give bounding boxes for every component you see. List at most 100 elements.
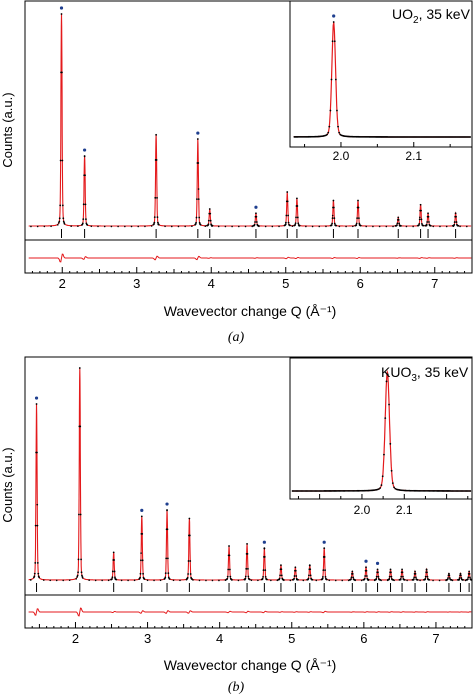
data-point: [426, 221, 429, 223]
inset-data-point: [450, 490, 453, 492]
data-point: [467, 576, 470, 579]
inset-data-point: [430, 490, 432, 492]
data-point: [159, 579, 162, 582]
data-point: [139, 572, 142, 575]
inset-data-point: [333, 40, 336, 43]
data-point: [62, 579, 65, 582]
inset-data-point: [309, 490, 312, 492]
data-point: [224, 579, 227, 582]
data-point: [36, 503, 39, 506]
data-point: [82, 218, 85, 221]
inset-data-point: [333, 490, 336, 492]
data-point: [464, 579, 467, 582]
inset-data-point: [338, 490, 341, 492]
data-point: [209, 219, 212, 222]
inset-data-point: [367, 489, 370, 492]
data-point: [76, 574, 79, 577]
data-point: [195, 221, 197, 224]
data-point: [167, 572, 170, 575]
inset-data-point: [414, 489, 417, 492]
data-point: [334, 579, 337, 582]
inset-data-point: [418, 489, 421, 492]
inset-data-point: [465, 490, 468, 492]
peak-marker: [83, 148, 87, 152]
data-point: [390, 575, 393, 578]
data-point: [323, 556, 326, 558]
inset-data-point: [311, 490, 314, 492]
inset-data-point: [389, 442, 392, 445]
inset-data-point: [327, 490, 329, 492]
inset-data-point: [426, 490, 429, 492]
x-tick-label: 5: [288, 631, 295, 646]
data-point: [426, 575, 429, 578]
inset-data-point: [407, 489, 409, 492]
inset-data-point: [379, 487, 382, 489]
inset-data-point: [329, 490, 332, 492]
data-point: [179, 579, 181, 582]
data-point: [36, 562, 39, 564]
data-point: [335, 224, 338, 227]
inset-data-point: [308, 490, 310, 492]
data-point: [468, 570, 471, 573]
data-point: [211, 225, 213, 227]
data-point: [438, 579, 441, 582]
inset-data-point: [380, 484, 383, 487]
inset-data-point: [362, 489, 365, 492]
data-point: [253, 223, 256, 226]
data-point: [264, 225, 267, 228]
data-point: [79, 425, 82, 428]
inset-data-point: [428, 490, 431, 492]
data-point: [197, 188, 200, 190]
data-point: [192, 579, 194, 581]
inset-data-point: [295, 490, 298, 492]
inset-data-point: [297, 490, 300, 492]
data-point: [284, 223, 287, 226]
inset-data-point: [341, 490, 343, 492]
data-point: [439, 225, 441, 228]
data-point: [207, 219, 210, 222]
data-point: [377, 575, 380, 578]
panel-b-x-axis: 2 3 4 5 6 7: [24, 622, 473, 646]
inset-data-point: [294, 490, 296, 492]
x-tick-label: 7: [432, 631, 439, 646]
inset-data-point: [384, 417, 387, 419]
data-point: [364, 575, 367, 577]
data-point: [424, 575, 427, 578]
data-point: [298, 225, 300, 227]
data-point: [422, 224, 425, 227]
data-point: [124, 225, 126, 228]
data-point: [254, 221, 256, 223]
inset-data-point: [469, 490, 472, 492]
data-point: [324, 569, 326, 572]
data-point: [426, 571, 428, 574]
data-point: [36, 451, 38, 454]
data-point: [418, 223, 421, 225]
data-point: [401, 571, 404, 574]
data-point: [188, 534, 191, 537]
data-point: [198, 579, 201, 582]
data-point: [396, 222, 399, 225]
data-point: [347, 579, 350, 582]
data-point: [229, 575, 232, 578]
data-point: [296, 578, 298, 581]
inset-data-point: [347, 489, 350, 492]
inset-data-point: [317, 490, 319, 492]
data-point: [459, 574, 462, 577]
data-point: [255, 212, 257, 215]
data-point: [153, 579, 155, 582]
data-point: [293, 575, 296, 577]
data-point: [63, 223, 66, 225]
data-point: [228, 545, 230, 547]
data-point: [58, 217, 61, 220]
inset-data-point: [419, 489, 422, 492]
data-point: [270, 579, 272, 582]
data-point: [380, 579, 382, 582]
data-point: [309, 574, 312, 577]
data-point: [204, 225, 207, 228]
data-point: [287, 214, 290, 217]
data-point: [432, 579, 434, 582]
data-point: [141, 559, 144, 562]
panel-b-caption: (b): [228, 680, 245, 695]
data-point: [250, 579, 253, 582]
x-tick-label: 7: [431, 276, 438, 291]
